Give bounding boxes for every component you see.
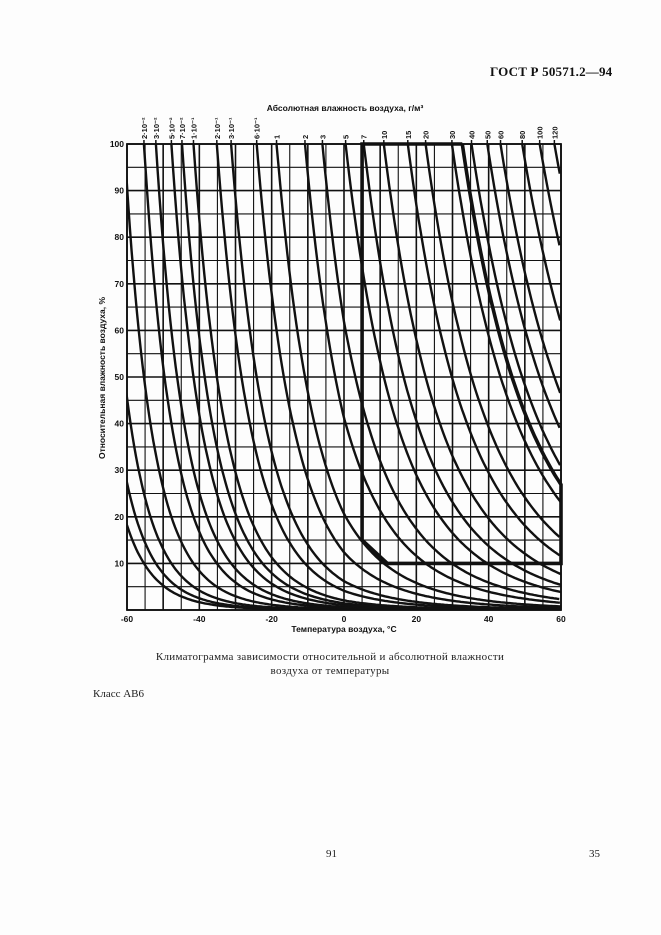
caption-line-2: воздуха от температуры [270, 665, 390, 677]
page-number-left: 91 [326, 848, 337, 860]
curve-0.3 [229, 144, 561, 610]
svg-text:90: 90 [115, 186, 125, 196]
svg-text:6·10⁻¹: 6·10⁻¹ [253, 117, 262, 139]
svg-text:-20: -20 [266, 614, 279, 624]
svg-text:0: 0 [342, 614, 347, 624]
y-axis-title: Относительная влажность воздуха, % [97, 297, 107, 460]
svg-text:50: 50 [115, 372, 125, 382]
svg-text:40: 40 [468, 131, 477, 139]
svg-text:2: 2 [301, 135, 310, 139]
svg-text:80: 80 [115, 232, 125, 242]
svg-text:50: 50 [483, 131, 492, 139]
svg-text:60: 60 [556, 614, 566, 624]
svg-text:40: 40 [115, 419, 125, 429]
svg-text:20: 20 [115, 512, 125, 522]
svg-text:3·10⁻¹: 3·10⁻¹ [227, 117, 236, 139]
x-axis-title: Температура воздуха, °С [291, 624, 396, 634]
standard-number: ГОСТ Р 50571.2—94 [490, 64, 613, 79]
svg-text:70: 70 [115, 279, 125, 289]
svg-text:30: 30 [115, 465, 125, 475]
curve-2 [303, 144, 560, 604]
svg-text:7·10⁻²: 7·10⁻² [178, 117, 187, 139]
page-number-right: 35 [589, 848, 600, 860]
class-label: Класс АВ6 [93, 688, 145, 700]
curve-20 [424, 144, 561, 538]
curve-50 [486, 144, 561, 429]
figure-caption: Климатограмма зависимости относительной … [100, 650, 560, 678]
svg-text:2·10⁻¹: 2·10⁻¹ [213, 117, 222, 139]
svg-text:5: 5 [342, 135, 351, 139]
svg-text:10: 10 [380, 131, 389, 139]
curve-40 [470, 144, 561, 466]
svg-text:-60: -60 [121, 614, 134, 624]
class-boundary [360, 142, 563, 566]
svg-text:3·10⁻²: 3·10⁻² [152, 117, 161, 139]
svg-text:20: 20 [422, 131, 431, 139]
svg-text:30: 30 [448, 131, 457, 139]
curve-7 [362, 144, 561, 587]
svg-text:-40: -40 [193, 614, 206, 624]
svg-text:60: 60 [115, 325, 125, 335]
curve-60 [499, 144, 561, 394]
svg-text:40: 40 [484, 614, 494, 624]
svg-text:80: 80 [518, 131, 527, 139]
svg-text:3: 3 [318, 135, 327, 139]
curve-80 [521, 144, 561, 321]
curve-10 [382, 144, 561, 576]
svg-text:2·10⁻²: 2·10⁻² [140, 117, 149, 139]
axis-labels: 2·10⁻² 3·10⁻² 5·10⁻² 7·10⁻² 1·10⁻¹ 2·10⁻¹ 3·10… [110, 117, 566, 624]
svg-text:100: 100 [110, 139, 124, 149]
svg-text:7: 7 [360, 135, 369, 139]
svg-text:20: 20 [412, 614, 422, 624]
svg-text:10: 10 [115, 558, 125, 568]
svg-text:120: 120 [550, 126, 559, 139]
svg-text:100: 100 [536, 126, 545, 139]
curve-120 [553, 144, 561, 174]
curve-100 [538, 144, 561, 246]
svg-text:60: 60 [497, 131, 506, 139]
svg-text:5·10⁻²: 5·10⁻² [167, 117, 176, 139]
curve-1 [275, 144, 561, 608]
top-axis-title: Абсолютная влажность воздуха, г/м³ [267, 103, 424, 113]
grid [126, 143, 562, 611]
svg-text:1·10⁻¹: 1·10⁻¹ [189, 117, 198, 139]
svg-text:1: 1 [273, 135, 282, 139]
curve-15 [406, 144, 561, 557]
svg-text:15: 15 [404, 131, 413, 139]
curve-5 [344, 144, 561, 594]
plot-frame [126, 143, 562, 611]
curve-0.6 [255, 144, 561, 609]
caption-line-1: Климатограмма зависимости относительной … [155, 651, 505, 663]
curve-30 [450, 144, 561, 503]
curve-3 [321, 144, 560, 601]
